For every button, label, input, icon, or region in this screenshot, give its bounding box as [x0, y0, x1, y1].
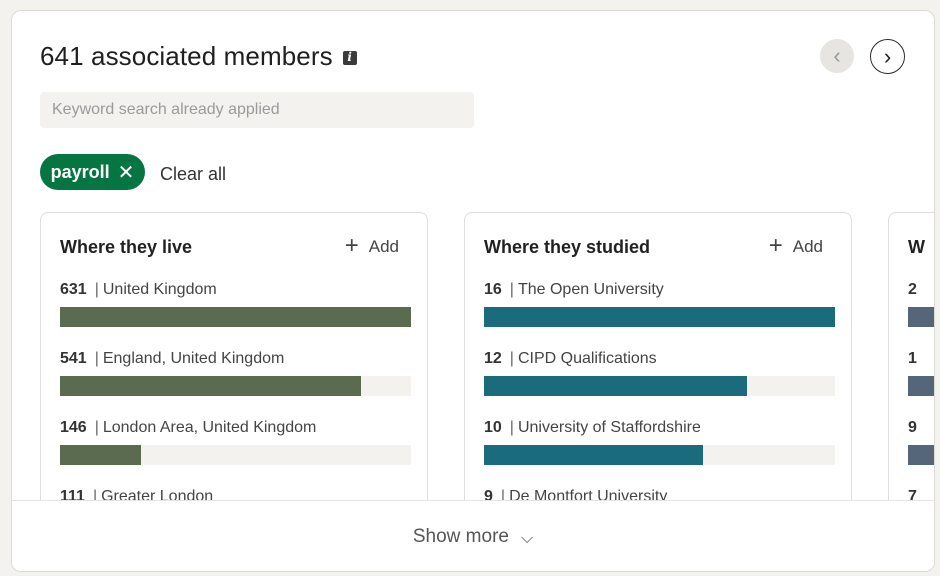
- list-item[interactable]: 146 | London Area, United Kingdom: [60, 419, 411, 465]
- bar-track: [908, 445, 934, 465]
- row-count: 2: [908, 281, 917, 298]
- plus-icon: +: [344, 232, 359, 259]
- filter-chip-label: payroll: [50, 161, 110, 182]
- row-separator: |: [94, 281, 99, 298]
- plus-icon: +: [768, 232, 783, 259]
- bar-fill: [908, 376, 934, 396]
- filter-chip-payroll[interactable]: payroll ✕: [40, 154, 145, 190]
- bar-fill: [484, 445, 704, 465]
- list-item[interactable]: 631 | United Kingdom: [60, 281, 411, 327]
- row-label: CIPD Qualifications: [517, 350, 657, 367]
- row-label: The Open University: [517, 281, 664, 298]
- bar-fill: [908, 445, 934, 465]
- page-title: 641 associated members: [40, 41, 333, 71]
- row-count: 7: [908, 488, 917, 505]
- card-where-they-live: Where they live + Add 631 | United Kingdom…: [40, 212, 428, 534]
- row-label: London Area, United Kingdom: [102, 419, 317, 436]
- add-button[interactable]: + Add: [344, 232, 399, 259]
- row-separator: |: [509, 350, 514, 367]
- list-item[interactable]: 9: [908, 419, 934, 465]
- previous-button[interactable]: ‹: [820, 39, 854, 73]
- members-panel: 641 associated members ‹ › payroll ✕ Cle…: [11, 10, 935, 572]
- bar-track: [60, 307, 411, 327]
- close-icon[interactable]: ✕: [117, 161, 135, 184]
- row-separator: |: [92, 488, 98, 505]
- row-count: 9: [484, 488, 493, 505]
- chevron-down-icon: ⌵: [520, 529, 534, 547]
- add-label: Add: [792, 237, 823, 256]
- card-title: Where they live: [60, 237, 193, 257]
- row-count: 9: [908, 419, 917, 436]
- keyword-search-input[interactable]: [40, 92, 474, 128]
- row-count: 1: [908, 350, 917, 367]
- bar-track: [484, 307, 835, 327]
- card-title: Where they studied: [484, 237, 651, 257]
- row-count: 541: [60, 350, 87, 367]
- row-count: 12: [484, 350, 502, 367]
- row-separator: |: [94, 419, 99, 436]
- clear-all-button[interactable]: Clear all: [160, 164, 227, 184]
- list-item[interactable]: 541 | England, United Kingdom: [60, 350, 411, 396]
- add-button[interactable]: + Add: [768, 232, 823, 259]
- list-item[interactable]: 12 | CIPD Qualifications: [484, 350, 835, 396]
- row-separator: |: [509, 419, 514, 436]
- row-separator: |: [509, 281, 514, 298]
- card-where-they-studied: Where they studied + Add 16 | The Open Uni…: [464, 212, 852, 534]
- row-count: 146: [60, 419, 87, 436]
- bar-track: [908, 307, 934, 327]
- row-label: United Kingdom: [102, 281, 217, 298]
- list-item[interactable]: 16 | The Open University: [484, 281, 835, 327]
- row-separator: |: [94, 350, 99, 367]
- list-item[interactable]: 1: [908, 350, 934, 396]
- show-more-button[interactable]: Show more ⌵: [12, 500, 934, 571]
- bar-track: [60, 445, 411, 465]
- row-label: University of Staffordshire: [517, 419, 701, 436]
- bar-track: [908, 376, 934, 396]
- bar-fill: [484, 307, 835, 327]
- chevron-right-icon: ›: [883, 43, 892, 69]
- bar-fill: [484, 376, 748, 396]
- row-label: England, United Kingdom: [102, 350, 285, 367]
- bar-fill: [908, 307, 934, 327]
- page-title-wrap: 641 associated members: [40, 41, 357, 72]
- bar-track: [484, 376, 835, 396]
- row-count: 16: [484, 281, 502, 298]
- row-count: 631: [60, 281, 87, 298]
- row-count: 10: [484, 419, 502, 436]
- chevron-left-icon: ‹: [833, 43, 841, 68]
- card-title: W: [908, 237, 925, 257]
- add-label: Add: [368, 237, 399, 256]
- next-button[interactable]: ›: [870, 39, 905, 74]
- bar-fill: [60, 445, 142, 465]
- bar-track: [60, 376, 411, 396]
- bar-fill: [60, 376, 361, 396]
- bar-fill: [60, 307, 411, 327]
- info-icon[interactable]: [342, 50, 357, 65]
- list-item[interactable]: 2: [908, 281, 934, 327]
- row-separator: |: [500, 488, 506, 505]
- card-third: W 2 1 9 7: [888, 212, 934, 534]
- show-more-label: Show more: [412, 525, 509, 547]
- bar-track: [484, 445, 835, 465]
- list-item[interactable]: 10 | University of Staffordshire: [484, 419, 835, 465]
